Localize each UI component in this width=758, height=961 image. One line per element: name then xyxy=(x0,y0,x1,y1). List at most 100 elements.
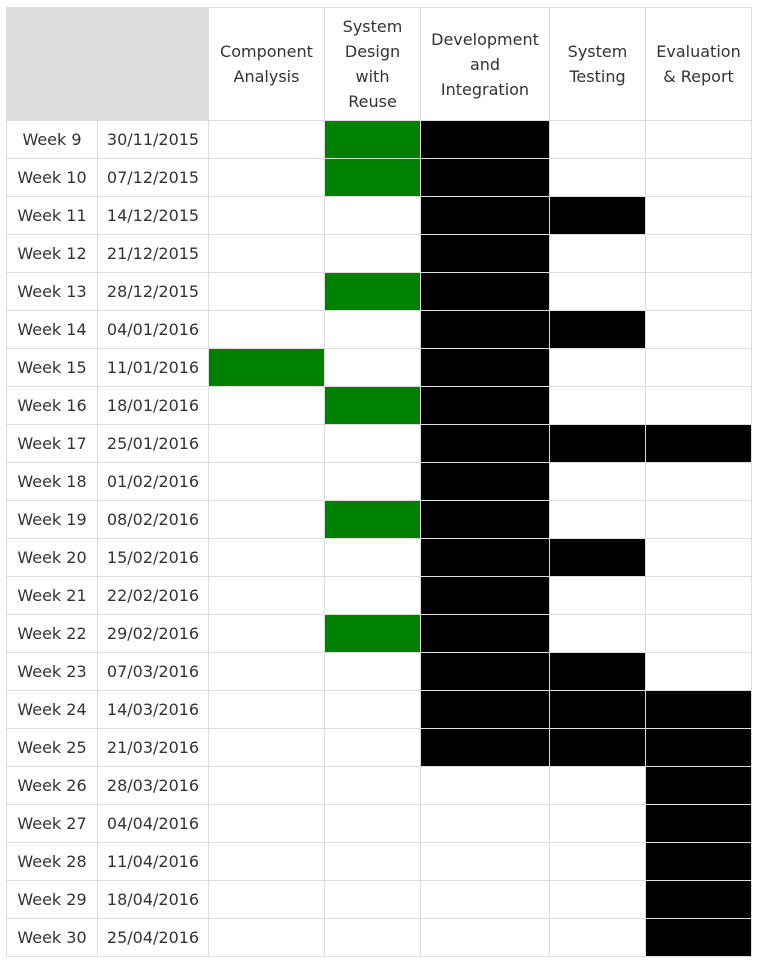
week-date: 21/12/2015 xyxy=(97,234,209,273)
header-label-line: & Report xyxy=(663,67,734,86)
active-cell-development-and-integration xyxy=(420,424,550,463)
week-date: 21/03/2016 xyxy=(97,728,209,767)
week-label: Week 13 xyxy=(6,272,98,311)
week-date: 07/12/2015 xyxy=(97,158,209,197)
table-row: Week 24 14/03/2016 xyxy=(6,690,752,729)
empty-cell-component-analysis xyxy=(208,310,325,349)
week-date: 14/03/2016 xyxy=(97,690,209,729)
empty-cell-evaluation-and-report xyxy=(645,652,752,691)
active-cell-system-design-with-reuse xyxy=(324,272,421,311)
week-label: Week 17 xyxy=(6,424,98,463)
empty-cell-development-and-integration xyxy=(420,880,550,919)
active-cell-development-and-integration xyxy=(420,234,550,273)
empty-cell-system-design-with-reuse xyxy=(324,842,421,881)
active-cell-development-and-integration xyxy=(420,500,550,539)
empty-cell-system-testing xyxy=(549,158,646,197)
table-row: Week 25 21/03/2016 xyxy=(6,728,752,767)
active-cell-development-and-integration xyxy=(420,462,550,501)
header-component-analysis: Component Analysis xyxy=(208,7,325,121)
table-row: Week 19 08/02/2016 xyxy=(6,500,752,539)
empty-cell-component-analysis xyxy=(208,158,325,197)
empty-cell-system-design-with-reuse xyxy=(324,880,421,919)
week-date: 25/01/2016 xyxy=(97,424,209,463)
table-row: Week 13 28/12/2015 xyxy=(6,272,752,311)
week-label: Week 12 xyxy=(6,234,98,273)
table-row: Week 30 25/04/2016 xyxy=(6,918,752,957)
week-label: Week 18 xyxy=(6,462,98,501)
empty-cell-system-design-with-reuse xyxy=(324,576,421,615)
table-row: Week 20 15/02/2016 xyxy=(6,538,752,577)
table-row: Week 29 18/04/2016 xyxy=(6,880,752,919)
active-cell-evaluation-and-report xyxy=(645,728,752,767)
active-cell-system-design-with-reuse xyxy=(324,158,421,197)
week-label: Week 21 xyxy=(6,576,98,615)
week-date: 04/04/2016 xyxy=(97,804,209,843)
header-row: Component Analysis System Design with Reuse … xyxy=(6,7,752,121)
empty-cell-component-analysis xyxy=(208,462,325,501)
active-cell-development-and-integration xyxy=(420,272,550,311)
table-row: Week 14 04/01/2016 xyxy=(6,310,752,349)
header-label-line: Testing xyxy=(569,67,626,86)
active-cell-component-analysis xyxy=(208,348,325,387)
header-evaluation-and-report: Evaluation & Report xyxy=(645,7,752,121)
week-date: 18/04/2016 xyxy=(97,880,209,919)
table-row: Week 18 01/02/2016 xyxy=(6,462,752,501)
active-cell-system-testing xyxy=(549,424,646,463)
table-row: Week 26 28/03/2016 xyxy=(6,766,752,805)
week-date: 01/02/2016 xyxy=(97,462,209,501)
schedule-table: Component Analysis System Design with Reuse … xyxy=(6,7,752,957)
week-date: 07/03/2016 xyxy=(97,652,209,691)
empty-cell-system-testing xyxy=(549,804,646,843)
table-row: Week 11 14/12/2015 xyxy=(6,196,752,235)
empty-cell-component-analysis xyxy=(208,386,325,425)
week-date: 25/04/2016 xyxy=(97,918,209,957)
table-row: Week 17 25/01/2016 xyxy=(6,424,752,463)
table-row: Week 12 21/12/2015 xyxy=(6,234,752,273)
empty-cell-component-analysis xyxy=(208,804,325,843)
empty-cell-system-testing xyxy=(549,462,646,501)
empty-cell-development-and-integration xyxy=(420,804,550,843)
active-cell-system-testing xyxy=(549,652,646,691)
empty-cell-system-design-with-reuse xyxy=(324,766,421,805)
week-date: 08/02/2016 xyxy=(97,500,209,539)
active-cell-system-design-with-reuse xyxy=(324,386,421,425)
week-date: 29/02/2016 xyxy=(97,614,209,653)
week-date: 28/12/2015 xyxy=(97,272,209,311)
active-cell-system-testing xyxy=(549,538,646,577)
header-label-line: and xyxy=(469,54,501,74)
empty-cell-development-and-integration xyxy=(420,918,550,957)
empty-cell-component-analysis xyxy=(208,196,325,235)
week-label: Week 20 xyxy=(6,538,98,577)
empty-cell-component-analysis xyxy=(208,120,325,159)
table-row: Week 27 04/04/2016 xyxy=(6,804,752,843)
week-label: Week 28 xyxy=(6,842,98,881)
empty-cell-component-analysis xyxy=(208,576,325,615)
empty-cell-system-design-with-reuse xyxy=(324,728,421,767)
empty-cell-evaluation-and-report xyxy=(645,234,752,273)
week-label: Week 24 xyxy=(6,690,98,729)
active-cell-system-design-with-reuse xyxy=(324,120,421,159)
empty-cell-system-testing xyxy=(549,348,646,387)
empty-cell-system-design-with-reuse xyxy=(324,690,421,729)
table-row: Week 9 30/11/2015 xyxy=(6,120,752,159)
empty-cell-system-testing xyxy=(549,234,646,273)
week-label: Week 27 xyxy=(6,804,98,843)
empty-cell-system-design-with-reuse xyxy=(324,918,421,957)
empty-cell-evaluation-and-report xyxy=(645,158,752,197)
week-date: 14/12/2015 xyxy=(97,196,209,235)
header-label-line: Analysis xyxy=(233,67,300,86)
empty-cell-component-analysis xyxy=(208,500,325,539)
empty-cell-evaluation-and-report xyxy=(645,348,752,387)
empty-cell-system-testing xyxy=(549,842,646,881)
active-cell-development-and-integration xyxy=(420,310,550,349)
empty-cell-component-analysis xyxy=(208,538,325,577)
empty-cell-evaluation-and-report xyxy=(645,462,752,501)
active-cell-system-testing xyxy=(549,690,646,729)
week-date: 30/11/2015 xyxy=(97,120,209,159)
empty-cell-evaluation-and-report xyxy=(645,310,752,349)
week-label: Week 26 xyxy=(6,766,98,805)
active-cell-evaluation-and-report xyxy=(645,880,752,919)
week-date: 22/02/2016 xyxy=(97,576,209,615)
header-label-line: Evaluation xyxy=(656,42,741,61)
empty-cell-evaluation-and-report xyxy=(645,196,752,235)
